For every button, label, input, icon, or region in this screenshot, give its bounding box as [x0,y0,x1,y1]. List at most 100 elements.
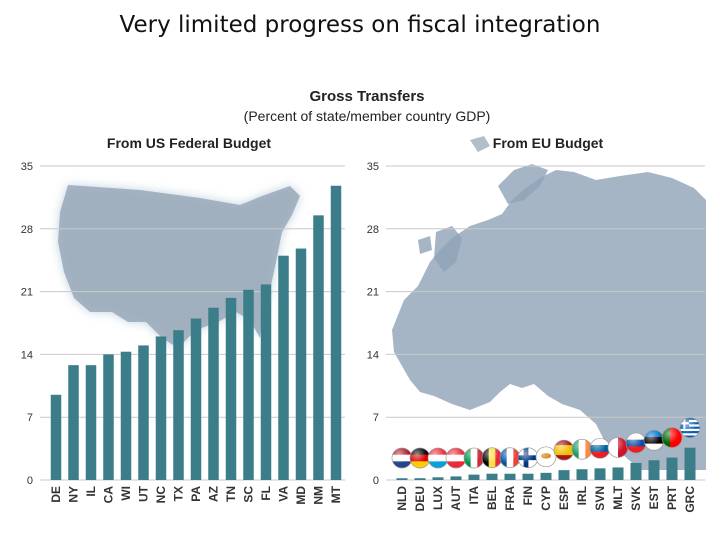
y-tick-label: 0 [373,475,379,487]
bar-va [278,255,289,480]
x-tick-label: FL [259,486,273,501]
x-tick-label: AUT [449,485,463,510]
y-axes: 0 7 14 21 28 35 0 7 14 21 28 35 [21,161,379,487]
country-flags [391,417,701,469]
y-tick-label: 28 [367,224,379,236]
us-panel-title: From US Federal Budget [107,135,271,151]
bar-tx [173,330,184,480]
slovakia-flag [625,432,647,454]
bar-bel [486,473,498,480]
x-tick-label: TX [172,486,186,501]
x-tick-label: SC [242,486,256,503]
portugal-flag [661,427,683,448]
y-tick-label: 35 [367,161,379,173]
europe-map-illustration [392,136,706,470]
bar-cyp [540,472,552,480]
x-tick-label: WI [119,486,133,501]
x-tick-label: MLT [611,485,625,509]
greece-flag [679,417,701,439]
bar-ut [138,345,149,480]
bar-svn [594,468,606,480]
bar-mt [330,185,342,481]
bar-fl [260,284,272,480]
spain-flag [553,439,575,461]
bar-nc [155,336,167,480]
bar-md [295,248,307,480]
y-tick-label: 14 [21,349,33,361]
germany-flag [409,447,431,469]
bars [50,185,696,481]
france-flag [499,447,521,469]
x-tick-label: CYP [539,486,553,511]
x-tick-label: ESP [557,486,571,510]
x-tick-label: IL [84,486,98,497]
x-tick-label: AZ [207,486,221,502]
x-tick-label: UT [137,485,151,502]
bar-pa [190,318,202,480]
x-tick-label: FIN [521,486,535,505]
bar-ita [468,474,480,480]
y-tick-label: 21 [21,287,33,299]
x-tick-label: BEL [485,486,499,510]
malta-flag [607,437,629,458]
bar-svk [630,462,642,480]
x-tick-label: FRA [503,486,517,511]
bar-ca [103,354,114,480]
x-tick-label: TN [224,486,238,502]
x-tick-label: DEU [413,486,427,511]
x-tick-label: EST [647,485,661,509]
y-tick-label: 7 [27,412,33,424]
bar-irl [576,469,588,480]
x-tick-label: DE [49,486,63,503]
bar-prt [666,457,678,480]
y-tick-label: 35 [21,161,33,173]
x-tick-label: GRC [683,486,697,513]
x-tick-label: IRL [575,486,589,505]
x-tick-label: NLD [395,486,409,511]
bar-sc [243,289,254,480]
x-tick-label: ITA [467,486,481,505]
x-axis-labels: DE NY IL CA WI UT NC TX PA AZ TN SC FL VA MD NM MT NLD DEU… [49,485,697,512]
x-tick-label: LUX [431,486,445,510]
luxembourg-flag [427,447,449,469]
x-tick-label: NC [154,486,168,504]
bar-nm [313,215,324,481]
bar-tn [225,297,237,480]
y-tick-label: 0 [27,475,33,487]
slide-title: Very limited progress on fiscal integrat… [119,12,601,38]
us-map-illustration [58,185,300,348]
bar-nld [396,478,408,480]
bar-grc [684,447,696,480]
x-tick-label: SVK [629,486,643,511]
x-tick-label: NM [312,486,326,505]
bar-lux [432,477,444,480]
x-tick-label: PA [189,486,203,502]
x-tick-label: MD [294,486,308,505]
bar-fin [522,473,534,480]
bar-aut [450,476,462,480]
eu-panel-title: From EU Budget [493,135,604,151]
bar-est [648,460,660,480]
austria-flag [445,447,467,469]
chart-title: Gross Transfers [309,88,424,105]
slovenia-flag [589,437,611,459]
y-tick-label: 28 [21,224,33,236]
belgium-flag [481,447,503,469]
bar-fra [504,473,516,480]
y-tick-label: 7 [373,412,379,424]
bar-az [208,307,219,480]
x-tick-label: MT [329,485,343,503]
y-tick-label: 14 [367,349,379,361]
x-tick-label: NY [67,486,81,503]
italy-flag [463,447,485,469]
chart-subtitle: (Percent of state/member country GDP) [244,108,491,124]
x-tick-label: SVN [593,486,607,511]
y-tick-label: 21 [367,287,379,299]
ireland-flag [571,438,593,460]
estonia-flag [643,429,665,451]
bar-esp [558,470,570,480]
bar-il [85,365,97,480]
x-tick-label: CA [102,486,116,504]
cyprus-flag [535,446,557,468]
